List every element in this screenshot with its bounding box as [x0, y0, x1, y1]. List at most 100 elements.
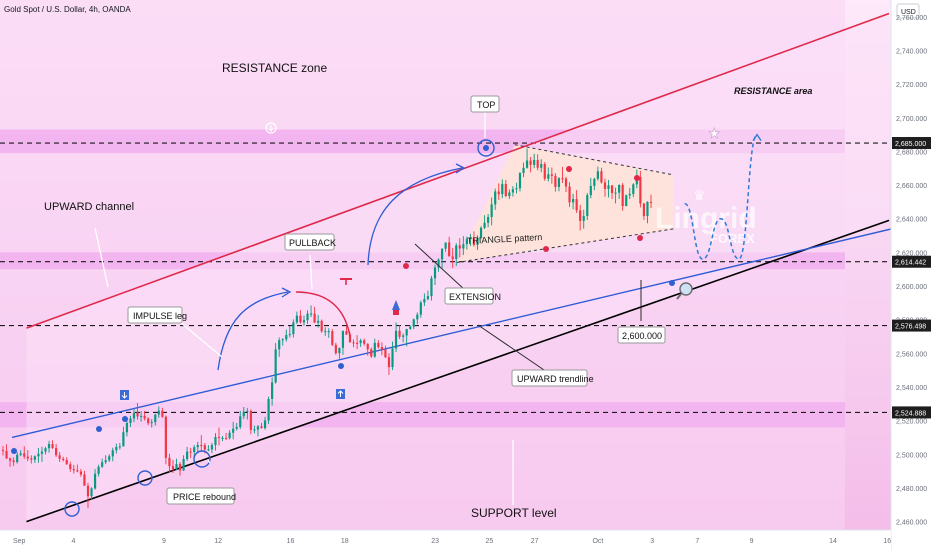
resistance-area-label: RESISTANCE area	[734, 86, 812, 96]
candle-body	[285, 334, 288, 340]
candle-body	[108, 456, 111, 461]
x-tick-label: Oct	[592, 538, 603, 545]
candle-body	[625, 195, 628, 207]
candle-body	[614, 192, 617, 194]
x-tick-label: 18	[341, 538, 349, 545]
candle-body	[416, 314, 419, 320]
candle-body	[168, 457, 171, 467]
dot-marker	[483, 145, 489, 151]
candle-body	[586, 195, 589, 217]
candle-body	[607, 185, 610, 189]
candle-body	[235, 427, 238, 429]
candle-body	[373, 342, 376, 357]
candle-body	[47, 444, 51, 449]
currency-badge[interactable]: USD	[896, 3, 920, 19]
resistance-zone-label: RESISTANCE zone	[222, 61, 327, 75]
candle-body	[515, 188, 518, 190]
price-axis[interactable]	[891, 0, 932, 550]
candle-body	[72, 469, 75, 471]
candle-body	[40, 451, 44, 454]
candle-body	[437, 259, 440, 268]
price-level-tag	[892, 255, 931, 268]
candle-body	[115, 447, 118, 451]
price-levels	[0, 142, 891, 413]
candle-body	[196, 445, 199, 448]
candle-body	[472, 238, 476, 245]
resistance-channel-line[interactable]	[26, 12, 890, 329]
candle-body	[380, 347, 383, 350]
candle-body	[58, 455, 61, 459]
candle-body	[497, 191, 500, 195]
upward-trendline[interactable]	[11, 218, 932, 439]
candle-body	[90, 488, 93, 497]
candle-body	[306, 313, 309, 321]
candle-body	[642, 203, 646, 217]
price-level-tag-text: 2,685.000	[895, 141, 926, 148]
candle-body	[1, 450, 5, 452]
y-tick-label: 2,660.000	[896, 183, 927, 190]
candle-body	[33, 456, 36, 460]
callout-line	[477, 324, 548, 373]
candle-body	[313, 313, 316, 323]
candle-body	[281, 339, 284, 341]
callout-line	[207, 459, 211, 464]
x-tick-label: 25	[486, 538, 494, 545]
candle-body	[249, 410, 252, 430]
candle-body	[12, 460, 15, 463]
candle-body	[426, 296, 430, 299]
candle-body	[529, 160, 532, 165]
candle-body	[448, 242, 451, 257]
x-tick-label: 9	[750, 538, 754, 545]
pullback-label: PULLBACK	[284, 233, 336, 251]
candle-body	[476, 237, 479, 245]
candle-body	[366, 343, 369, 350]
candle-body	[16, 454, 19, 463]
candle-body	[596, 171, 599, 179]
candle-body	[136, 412, 139, 417]
projection-arrowhead	[752, 133, 762, 141]
candle-body	[632, 184, 635, 194]
candle-body	[501, 184, 504, 195]
candle-body	[154, 414, 157, 423]
candle-body	[253, 429, 256, 431]
candle-body	[292, 322, 295, 335]
callout-line	[309, 254, 313, 290]
arrow-up-flag-icon	[336, 389, 345, 399]
y-tick-label: 2,520.000	[896, 419, 927, 426]
candle-body	[579, 210, 582, 221]
candle-body	[203, 445, 206, 450]
candle-body	[479, 227, 483, 238]
candle-body	[37, 453, 40, 457]
price-level-tag	[892, 137, 931, 150]
candle-body	[132, 412, 136, 419]
price-level-tag	[892, 406, 931, 419]
candle-body	[377, 342, 380, 348]
circle-marker	[477, 139, 495, 157]
candle-body	[97, 466, 100, 474]
candle-body	[274, 349, 277, 383]
candle-body	[462, 244, 465, 249]
candle-body	[554, 175, 557, 187]
upward-channel-label: UPWARD channel	[44, 201, 134, 213]
support-channel-line[interactable]	[26, 219, 890, 523]
candle-body	[508, 192, 511, 197]
y-tick-label: 2,720.000	[896, 82, 927, 89]
svg-text:2,600.000: 2,600.000	[622, 331, 662, 341]
time-axis[interactable]	[0, 530, 891, 550]
y-tick-label: 2,640.000	[896, 217, 927, 224]
extension-arc-head	[455, 163, 466, 174]
dot-marker	[96, 426, 102, 432]
candle-body	[540, 164, 543, 168]
candle-body	[568, 186, 571, 203]
svg-text:PRICE rebound: PRICE rebound	[173, 492, 236, 502]
candle-body	[228, 432, 231, 439]
extension-arc	[367, 167, 463, 266]
candle-body	[430, 278, 433, 297]
candle-body	[44, 448, 47, 452]
x-tick-label: 7	[695, 538, 699, 545]
candle-body	[260, 426, 263, 429]
arrow-down-flag-icon	[120, 390, 129, 400]
symbol-header[interactable]: Gold Spot / U.S. Dollar, 4h, OANDA	[4, 5, 131, 14]
candle-body	[575, 199, 578, 211]
